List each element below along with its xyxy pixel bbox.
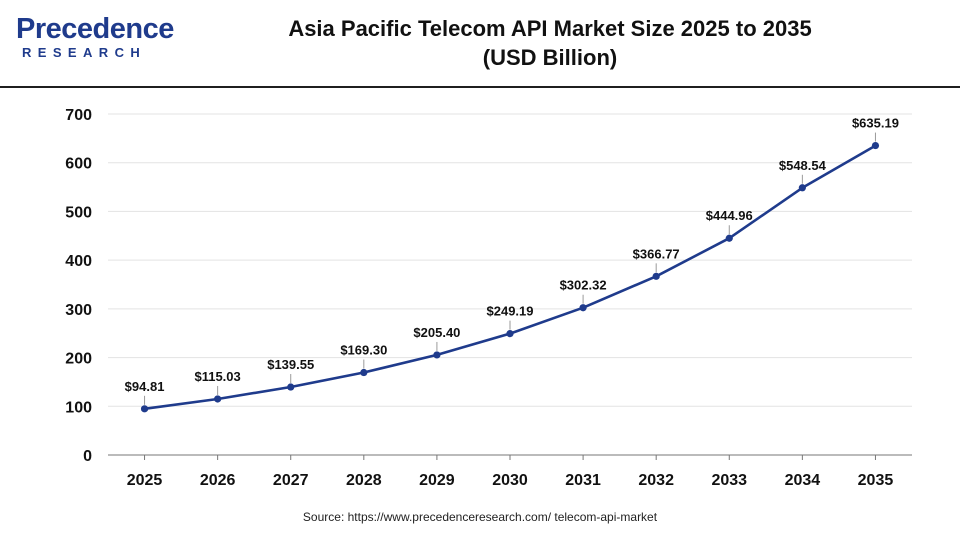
data-label: $169.30	[340, 343, 387, 358]
logo-wordmark: Precedence	[16, 13, 174, 45]
data-point	[433, 351, 441, 359]
data-label: $366.77	[633, 246, 680, 261]
y-tick-label: 500	[65, 204, 92, 221]
y-tick-label: 200	[65, 351, 92, 368]
x-tick-label: 2033	[711, 472, 747, 489]
x-tick-label: 2034	[785, 472, 821, 489]
x-tick-label: 2029	[419, 472, 455, 489]
header-divider	[0, 86, 960, 88]
x-tick-label: 2028	[346, 472, 382, 489]
x-tick-label: 2026	[200, 472, 236, 489]
source-note: Source: https://www.precedenceresearch.c…	[302, 510, 658, 524]
data-point	[871, 141, 880, 150]
data-point	[798, 184, 806, 192]
x-tick-label: 2035	[858, 472, 894, 489]
chart-title-line2: (USD Billion)	[482, 45, 618, 70]
x-tick-label: 2027	[273, 472, 309, 489]
data-point	[506, 330, 514, 338]
series-line	[143, 144, 877, 411]
y-tick-label: 400	[65, 253, 92, 270]
x-tick-label: 2032	[638, 472, 674, 489]
chart-title: Asia Pacific Telecom API Market Size 202…	[250, 14, 850, 72]
data-point	[360, 368, 368, 377]
y-tick-label: 100	[65, 399, 92, 416]
y-tick-label: 700	[65, 107, 92, 124]
data-label: $548.54	[779, 158, 827, 173]
data-label: $302.32	[560, 278, 607, 293]
x-tick-label: 2025	[127, 472, 163, 489]
data-label: $249.19	[487, 304, 534, 319]
precedence-research-logo: Precedence RESEARCH	[16, 14, 174, 64]
x-tick-label: 2030	[492, 472, 528, 489]
data-label: $115.03	[194, 369, 240, 384]
data-point	[579, 304, 587, 312]
data-label: $635.19	[852, 116, 899, 131]
header: Precedence RESEARCH Asia Pacific Telecom…	[0, 0, 960, 86]
data-point	[140, 405, 149, 413]
data-label: $205.40	[413, 325, 460, 340]
data-point	[214, 395, 222, 403]
data-point	[652, 272, 660, 280]
x-tick-label: 2031	[565, 472, 601, 489]
y-tick-label: 600	[65, 156, 92, 173]
data-label: $139.55	[267, 357, 314, 372]
data-point	[725, 234, 733, 242]
data-point	[287, 383, 295, 391]
y-tick-label: 0	[83, 448, 92, 465]
data-label: $444.96	[706, 208, 753, 223]
data-label: $94.81	[125, 379, 165, 394]
chart-title-line1: Asia Pacific Telecom API Market Size 202…	[288, 16, 812, 41]
y-tick-label: 300	[65, 302, 92, 319]
line-chart: 0 100 200 300 400 500 600 700 2025 2026 2027 2028 20…	[65, 107, 912, 489]
logo-subtitle: RESEARCH	[22, 45, 147, 60]
